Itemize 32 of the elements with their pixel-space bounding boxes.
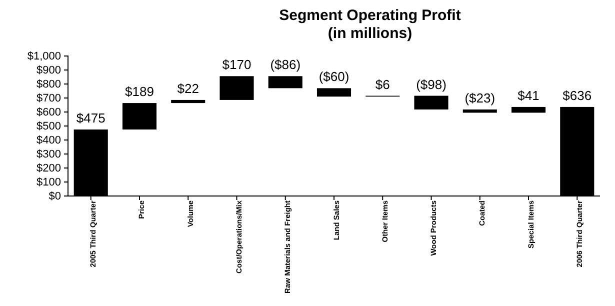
chart-subtitle: (in millions) [328,25,412,42]
y-tick-label: $500 [36,120,61,133]
y-tick-label: $1,000 [27,50,61,63]
bar [122,103,157,130]
bar [268,76,302,88]
data-label: $22 [177,80,199,96]
data-label: ($60) [318,69,350,84]
y-tick-label: $300 [36,148,61,161]
bar [171,100,206,104]
data-label: $41 [518,88,540,103]
data-label: $189 [125,84,154,100]
bar [511,106,546,113]
data-label: ($23) [464,90,496,106]
chart-title: Segment Operating Profit [279,7,461,24]
bar [414,96,448,110]
data-label: $636 [562,88,592,103]
y-tick-label: $800 [36,78,61,91]
bar [462,109,497,113]
y-tick-label: $900 [36,64,61,77]
data-label: ($86) [270,57,301,72]
data-label: $6 [375,76,390,92]
y-tick-label: $200 [36,162,61,175]
data-label: $475 [76,110,106,126]
data-label: $170 [222,57,252,72]
y-tick-label: $100 [36,176,61,189]
y-tick-label: $400 [36,134,61,147]
bar [316,88,352,97]
y-tick-label: $700 [36,92,61,105]
y-tick-label: $600 [36,106,61,119]
y-tick-label: $0 [48,190,61,203]
bar [220,76,254,100]
data-label: ($98) [416,76,446,92]
